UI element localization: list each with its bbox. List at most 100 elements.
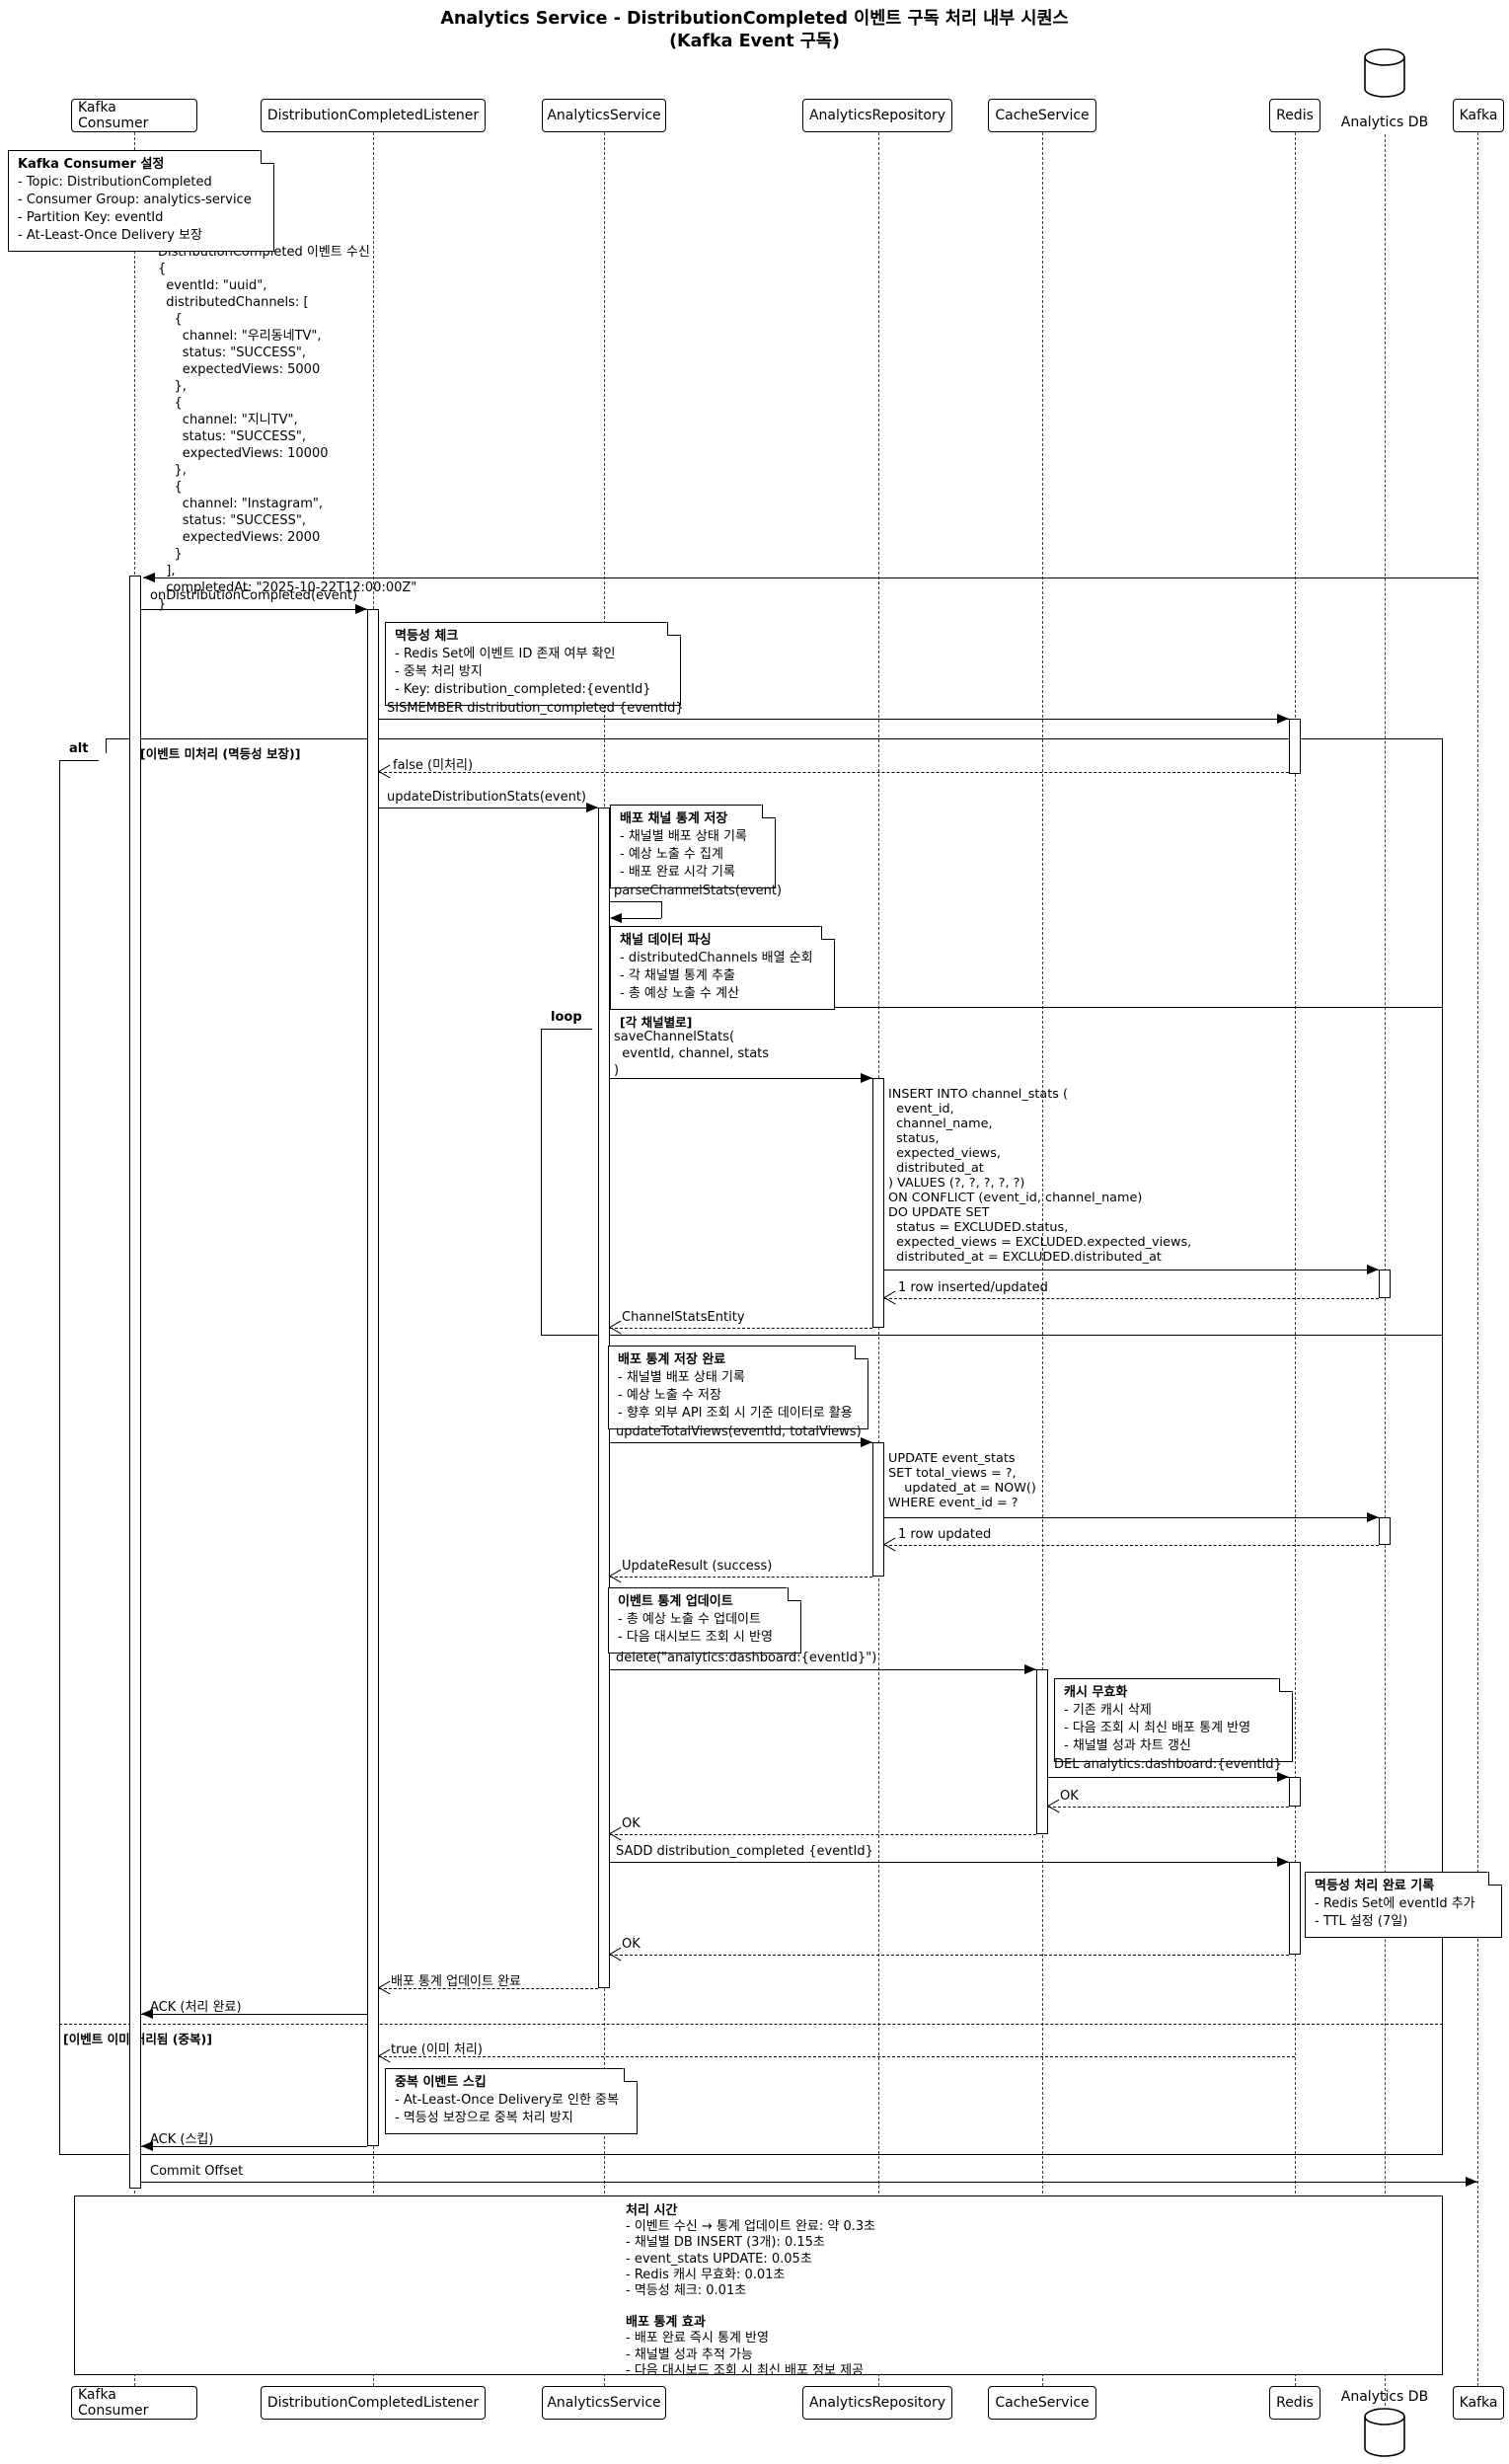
participant-label: AnalyticsRepository [808,2395,946,2411]
message-line [610,1328,872,1329]
activation-redis-3 [1289,1862,1301,1955]
note-channel-parsing: 채널 데이터 파싱 - distributedChannels 배열 순회 - … [610,926,835,1010]
message-row-inserted: 1 row inserted/updated [898,1280,1048,1295]
message-update-sql: UPDATE event_stats SET total_views = ?, … [888,1451,1036,1510]
note-title: 이벤트 통계 업데이트 [618,1594,733,1609]
message-update-total-views: updateTotalViews(eventId, totalViews) [616,1424,862,1439]
note-body: - 기존 캐시 삭제 - 다음 조회 시 최신 배포 통계 반영 - 채널별 성… [1064,1703,1251,1753]
message-line [141,2146,367,2147]
message-sismember: SISMEMBER distribution_completed {eventI… [387,701,684,716]
participant-listener-top: DistributionCompletedListener [261,99,486,132]
arrowhead [141,2009,153,2019]
arrowhead [355,604,367,614]
message-ok-redis-cache: OK [1060,1789,1079,1804]
message-line [379,772,1289,773]
message-true-processed: true (이미 처리) [391,2042,483,2057]
arrowhead-open [884,1539,896,1551]
arrowhead [1277,714,1289,724]
message-channel-stats-entity: ChannelStatsEntity [622,1310,745,1325]
participant-label: AnalyticsService [547,2395,661,2411]
activation-listener [367,609,379,2146]
note-title: 멱등성 체크 [395,629,459,644]
participant-analytics-service-bottom: AnalyticsService [542,2386,666,2420]
lifeline-cache-service [1042,132,1043,2386]
diagram-title: Analytics Service - DistributionComplete… [440,9,1069,51]
note-idempotency-done: 멱등성 처리 완료 기록 - Redis Set에 eventId 추가 - T… [1305,1872,1502,1938]
arrowhead [861,1073,872,1083]
alt-frame [59,738,1443,2155]
note-channel-stats-save: 배포 채널 통계 저장 - 채널별 배포 상태 기록 - 예상 노출 수 집계 … [610,805,776,888]
spacer [626,2299,875,2315]
participant-label: Kafka [1459,2395,1498,2411]
activation-redis-2 [1289,1777,1301,1807]
participant-label: AnalyticsService [547,108,661,123]
message-ok-cache-service: OK [622,1816,641,1831]
participant-label: CacheService [995,108,1090,123]
message-ack-done: ACK (처리 완료) [150,2000,242,2015]
loop-frame-label: loop [541,1007,601,1030]
note-body: - 총 예상 노출 수 업데이트 - 다음 대시보드 조회 시 반영 [618,1612,773,1645]
participant-analytics-repository-top: AnalyticsRepository [802,99,952,132]
participant-kafka-consumer-top: Kafka Consumer [71,99,197,132]
message-false-unprocessed: false (미처리) [393,758,474,773]
note-stats-saved: 배포 통계 저장 완료 - 채널별 배포 상태 기록 - 예상 노출 수 저장 … [608,1346,868,1429]
summary-title-1: 처리 시간 [626,2203,678,2218]
message-line [610,1669,1036,1670]
lifeline-redis [1295,132,1296,2386]
message-save-channel-stats: saveChannelStats( eventId, channel, stat… [614,1030,770,1078]
message-update-result: UpdateResult (success) [622,1559,773,1574]
participant-label: Kafka Consumer [78,2387,149,2419]
loop-guard: [각 채널별로] [620,1015,693,1030]
arrowhead-open [610,1828,622,1840]
message-row-updated: 1 row updated [898,1527,992,1542]
arrowhead [1466,2177,1477,2187]
note-title: 배포 통계 저장 완료 [618,1352,726,1367]
message-line [884,1517,1379,1518]
message-ok-redis-sadd: OK [622,1937,641,1952]
note-idempotency-check: 멱등성 체크 - Redis Set에 이벤트 ID 존재 여부 확인 - 중복… [385,622,681,706]
activation-analytics-db-1 [1379,1270,1391,1298]
note-event-stats-update: 이벤트 통계 업데이트 - 총 예상 노출 수 업데이트 - 다음 대시보드 조… [608,1587,801,1654]
note-body: - Redis Set에 이벤트 ID 존재 여부 확인 - 중복 처리 방지 … [395,647,651,697]
self-message-top [610,901,661,902]
message-sadd: SADD distribution_completed {eventId} [616,1844,873,1859]
note-title: 중복 이벤트 스킵 [395,2075,487,2090]
note-title: Kafka Consumer 설정 [18,157,165,172]
arrowhead [861,1437,872,1447]
activation-analytics-db-2 [1379,1517,1391,1545]
message-on-distribution-completed: onDistributionCompleted(event) [150,588,358,603]
database-icon [1361,2407,1408,2462]
message-line [1048,1777,1289,1778]
message-line [884,1298,1379,1299]
message-stats-update-done: 배포 통계 업데이트 완료 [391,1974,521,1989]
note-body: - 채널별 배포 상태 기록 - 예상 노출 수 저장 - 향후 외부 API … [618,1370,853,1421]
message-update-distribution-stats: updateDistributionStats(event) [387,790,587,805]
arrowhead-open [610,1949,622,1961]
arrowhead [143,573,155,582]
arrowhead [1277,1772,1289,1782]
database-icon [1361,47,1408,103]
note-title: 배포 채널 통계 저장 [620,811,728,826]
arrowhead-open [379,766,391,778]
arrowhead [610,913,622,923]
message-line [610,1862,1289,1863]
activation-cache-service [1036,1669,1048,1834]
alt-divider [59,2024,1443,2025]
participant-label: Kafka [1459,108,1498,123]
participant-label: Redis [1276,108,1314,123]
message-event-received: DistributionCompleted 이벤트 수신 { eventId: … [158,245,417,612]
message-parse-channel-stats: parseChannelStats(event) [614,884,783,898]
note-body: - distributedChannels 배열 순회 - 각 채널별 통계 추… [620,951,813,1001]
participant-analytics-db-bottom: Analytics DB [1340,2389,1429,2405]
arrowhead [141,2141,153,2151]
message-redis-del: DEL analytics:dashboard:{eventId} [1054,1757,1282,1772]
message-line [610,1442,872,1443]
activation-kafka-consumer [129,576,141,2189]
note-summary: 처리 시간 - 이벤트 수신 → 통계 업데이트 완료: 약 0.3초 - 채널… [74,2195,1443,2378]
arrowhead-open [379,2050,391,2062]
message-line [610,1834,1036,1835]
participant-redis-top: Redis [1269,99,1320,132]
message-ack-skip: ACK (스킵) [150,2132,214,2147]
message-cache-delete: delete("analytics:dashboard:{eventId}") [616,1651,877,1665]
arrowhead [1367,1265,1379,1274]
